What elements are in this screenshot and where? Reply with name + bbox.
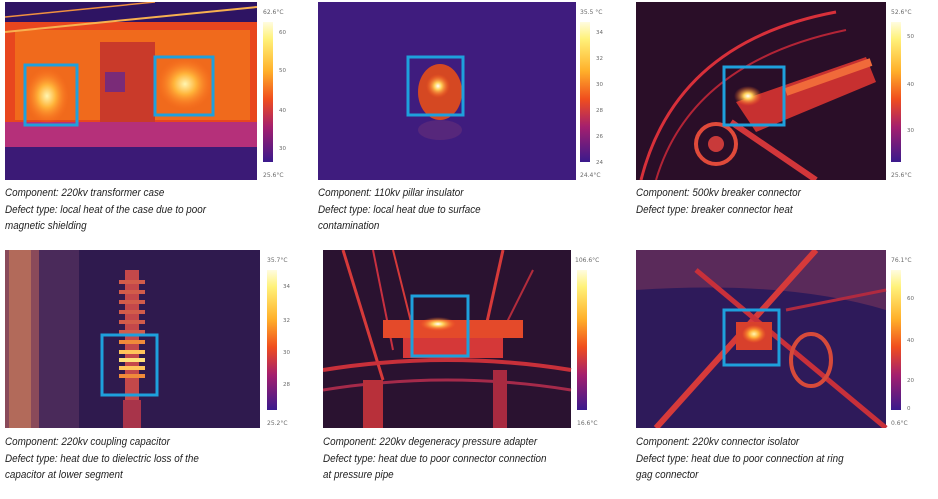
scale-max-label: 35.7°C — [267, 257, 288, 264]
defect-line: at pressure pipe — [323, 469, 394, 481]
defect-line: Defect type: breaker connector heat — [636, 203, 793, 216]
highlight-box — [406, 55, 465, 117]
component-label: Component: 500kv breaker connector — [636, 187, 801, 199]
temperature-scale-bar — [577, 270, 587, 410]
thermal-panel-breaker: 52.6°C 25.6°C 50 40 30 — [636, 2, 934, 180]
scale-min-label: 25.2°C — [267, 420, 288, 427]
caption-insulator: Component: 110kv pillar insulator Defect… — [318, 185, 481, 235]
capacitor-column — [119, 270, 145, 428]
scale-tick-label: 32 — [596, 56, 603, 62]
component-label: Component: 220kv coupling capacitor — [5, 436, 170, 448]
caption-isolator: Component: 220kv connector isolator Defe… — [636, 434, 844, 484]
scale-tick-label: 50 — [907, 34, 914, 40]
scale-tick-label: 60 — [279, 30, 286, 36]
defect-line: Defect type: local heat of the case due … — [5, 203, 207, 216]
thermal-panel-insulator: 35.5 °C 24.4°C 34 32 30 28 26 24 — [318, 2, 618, 180]
scale-tick-label: 30 — [596, 82, 603, 88]
scale-tick-label: 34 — [283, 284, 290, 290]
caption-capacitor: Component: 220kv coupling capacitor Defe… — [5, 434, 199, 484]
scale-tick-label: 24 — [596, 160, 603, 166]
highlight-box — [722, 65, 786, 127]
temperature-scale-bar — [263, 22, 273, 162]
thermal-image-transformer: 62.6°C 25.6°C 60 50 40 30 — [5, 2, 286, 180]
thermal-image-isolator: 76.1°C 0.6°C 60 40 20 0 — [636, 250, 914, 428]
temperature-scale-bar — [267, 270, 277, 410]
temperature-scale-bar — [580, 22, 590, 162]
thermal-panel-adapter: 106.6°C 16.6°C — [323, 250, 621, 428]
scale-tick-label: 0 — [907, 406, 911, 412]
scale-min-label: 24.4°C — [580, 172, 601, 179]
scale-tick-label: 40 — [907, 82, 914, 88]
scale-max-label: 76.1°C — [891, 257, 912, 264]
defect-line: Defect type: heat due to poor connection… — [636, 452, 844, 465]
defect-line: gag connector — [636, 469, 699, 481]
thermal-panel-capacitor: 35.7°C 25.2°C 34 32 30 28 — [5, 250, 301, 428]
caption-transformer: Component: 220kv transformer case Defect… — [5, 185, 206, 235]
highlight-box — [722, 308, 781, 367]
scale-max-label: 52.6°C — [891, 9, 912, 16]
thermal-panel-isolator: 76.1°C 0.6°C 60 40 20 0 — [636, 250, 934, 428]
caption-adapter: Component: 220kv degeneracy pressure ada… — [323, 434, 546, 484]
component-label: Component: 220kv connector isolator — [636, 436, 800, 448]
caption-breaker: Component: 500kv breaker connector Defec… — [636, 185, 801, 218]
scale-tick-label: 28 — [283, 382, 290, 388]
thermal-image-breaker: 52.6°C 25.6°C 50 40 30 — [636, 2, 914, 180]
scale-tick-label: 28 — [596, 108, 603, 114]
scale-max-label: 62.6°C — [263, 9, 284, 16]
thermal-panel-transformer: 62.6°C 25.6°C 60 50 40 30 — [5, 2, 301, 180]
defect-line: contamination — [318, 220, 380, 232]
scale-min-label: 25.6°C — [263, 172, 284, 179]
scale-tick-label: 50 — [279, 68, 286, 74]
defect-line: capacitor at lower segment — [5, 469, 123, 481]
temperature-scale-bar — [891, 270, 901, 410]
component-label: Component: 220kv transformer case — [5, 187, 165, 199]
thermal-image-capacitor: 35.7°C 25.2°C 34 32 30 28 — [5, 250, 290, 428]
scale-tick-label: 40 — [279, 108, 286, 114]
scale-min-label: 16.6°C — [577, 420, 598, 427]
defect-line: Defect type: heat due to dielectric loss… — [5, 452, 199, 465]
thermal-image-adapter: 106.6°C 16.6°C — [323, 250, 599, 428]
highlight-box — [100, 333, 159, 397]
defect-line: Defect type: local heat due to surface — [318, 203, 481, 216]
temperature-scale-bar — [891, 22, 901, 162]
scale-min-label: 0.6°C — [891, 420, 908, 427]
scale-tick-label: 34 — [596, 30, 603, 36]
component-label: Component: 220kv degeneracy pressure ada… — [323, 436, 538, 448]
scale-tick-label: 30 — [279, 146, 286, 152]
highlight-box — [153, 55, 215, 117]
scale-min-label: 25.6°C — [891, 172, 912, 179]
thermal-image-insulator: 35.5 °C 24.4°C 34 32 30 28 26 24 — [318, 2, 603, 180]
component-label: Component: 110kv pillar insulator — [318, 187, 464, 199]
highlight-box — [23, 63, 79, 127]
scale-tick-label: 26 — [596, 134, 603, 140]
scale-tick-label: 30 — [907, 128, 914, 134]
defect-line: magnetic shielding — [5, 220, 87, 232]
scale-tick-label: 20 — [907, 378, 914, 384]
scale-max-label: 35.5 °C — [580, 9, 602, 16]
scale-tick-label: 40 — [907, 338, 914, 344]
scale-max-label: 106.6°C — [575, 257, 599, 264]
scale-tick-label: 30 — [283, 350, 290, 356]
scale-tick-label: 32 — [283, 318, 290, 324]
defect-line: Defect type: heat due to poor connector … — [323, 452, 547, 465]
scale-tick-label: 60 — [907, 296, 914, 302]
highlight-box — [410, 294, 470, 358]
